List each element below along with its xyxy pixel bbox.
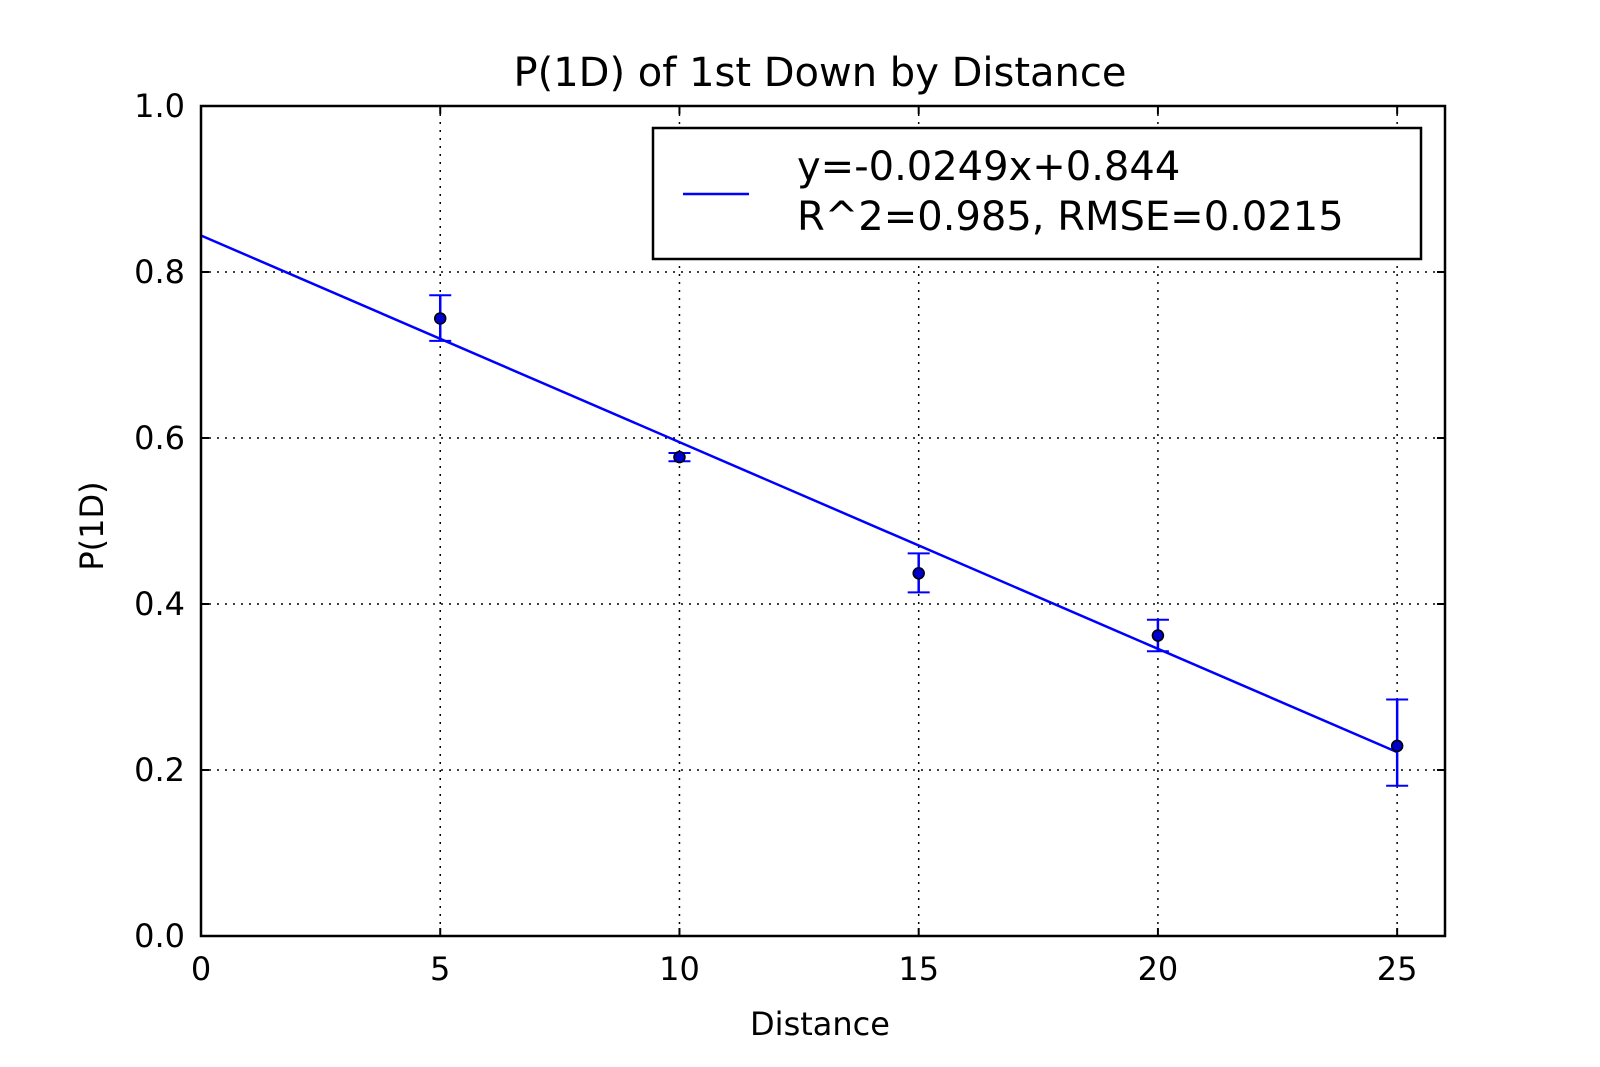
data-point <box>1151 629 1165 642</box>
data-point <box>1390 739 1404 753</box>
x-tick-label: 10 <box>659 950 700 988</box>
fit-line <box>200 234 1398 754</box>
chart-title: P(1D) of 1st Down by Distance <box>514 50 1127 96</box>
legend-equation: y=-0.0249x+0.844 <box>797 144 1180 190</box>
data-point <box>673 450 686 464</box>
x-tick-label: 15 <box>898 950 939 988</box>
data-point <box>433 312 447 325</box>
legend-stats: R^2=0.985, RMSE=0.0215 <box>797 194 1344 240</box>
data-points <box>429 294 1409 787</box>
x-axis-label: Distance <box>750 1005 890 1043</box>
legend-box <box>651 126 1423 261</box>
data-point <box>912 567 925 580</box>
x-tick-label: 25 <box>1377 950 1418 988</box>
y-tick-label: 1.0 <box>134 87 185 125</box>
y-axis-label: P(1D) <box>73 481 111 570</box>
legend: y=-0.0249x+0.844 R^2=0.985, RMSE=0.0215 <box>651 126 1423 261</box>
x-tick-label: 5 <box>430 950 450 988</box>
x-axis-ticks: 0 5 10 15 20 25 <box>191 106 1418 988</box>
fit-line-group <box>200 234 1398 754</box>
plot-area-frame <box>199 104 1447 938</box>
data-point-group <box>1386 698 1409 787</box>
y-tick-label: 0.8 <box>134 253 185 291</box>
y-tick-label: 0.2 <box>134 751 185 789</box>
data-point-group <box>668 450 691 464</box>
y-tick-label: 0.0 <box>134 917 185 955</box>
y-axis-ticks: 0.0 0.2 0.4 0.6 0.8 1.0 <box>134 87 1445 955</box>
y-tick-label: 0.4 <box>134 585 185 623</box>
data-point-group <box>1146 618 1169 653</box>
x-tick-label: 20 <box>1138 950 1179 988</box>
x-tick-label: 0 <box>191 950 211 988</box>
data-point-group <box>429 294 452 342</box>
y-tick-label: 0.6 <box>134 419 185 457</box>
data-point-group <box>907 552 930 594</box>
